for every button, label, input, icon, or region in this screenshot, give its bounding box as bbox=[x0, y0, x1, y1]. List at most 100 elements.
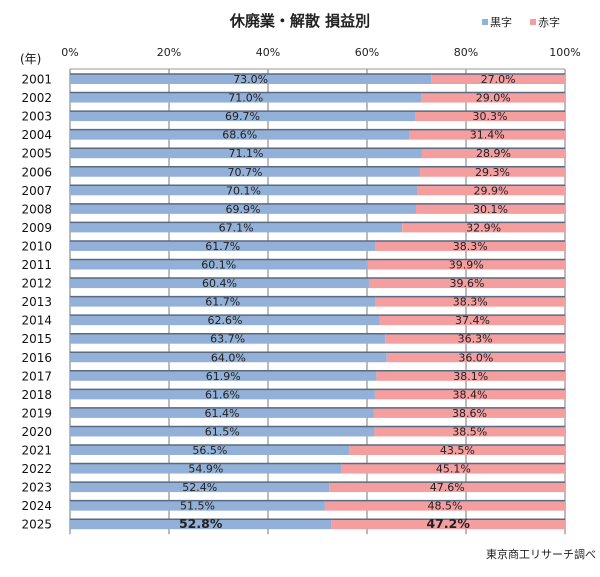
bar-segment-profit bbox=[70, 166, 420, 177]
data-label: 43.5% bbox=[440, 444, 475, 457]
data-label: 60.1% bbox=[201, 259, 236, 272]
data-label: 71.0% bbox=[228, 92, 263, 105]
bar-segment-loss bbox=[331, 519, 565, 530]
bar-segment-profit bbox=[70, 482, 330, 493]
y-tick-label: 2006 bbox=[21, 165, 52, 179]
legend-label: 赤字 bbox=[538, 15, 560, 29]
bar-segment-loss bbox=[374, 426, 565, 437]
bar-segment-profit bbox=[70, 222, 403, 233]
bar-segment-profit bbox=[70, 185, 417, 196]
data-label: 38.4% bbox=[452, 388, 487, 401]
y-tick-label: 2022 bbox=[21, 462, 52, 476]
data-label: 47.2% bbox=[426, 516, 470, 531]
data-label: 52.4% bbox=[182, 481, 217, 494]
y-tick-label: 2019 bbox=[21, 406, 52, 420]
data-label: 30.3% bbox=[473, 110, 508, 123]
bar-segment-loss bbox=[375, 240, 565, 251]
data-label: 29.0% bbox=[476, 92, 511, 105]
data-label: 36.3% bbox=[458, 333, 493, 346]
bar-segment-loss bbox=[329, 482, 565, 493]
data-label: 69.9% bbox=[226, 203, 261, 216]
y-tick-label: 2001 bbox=[21, 73, 52, 87]
y-tick-label: 2009 bbox=[21, 221, 52, 235]
bar-segment-profit bbox=[70, 296, 376, 307]
data-label: 30.1% bbox=[473, 203, 508, 216]
bar-segment-profit bbox=[70, 333, 386, 344]
data-label: 61.5% bbox=[205, 425, 240, 438]
data-label: 63.7% bbox=[210, 333, 245, 346]
data-label: 45.1% bbox=[436, 463, 471, 476]
y-tick-label: 2015 bbox=[21, 332, 52, 346]
data-label: 31.4% bbox=[470, 129, 505, 142]
chart-title: 休廃業・解散 損益別 bbox=[229, 12, 370, 30]
data-label: 69.7% bbox=[225, 110, 260, 123]
bar-segment-loss bbox=[349, 445, 565, 455]
y-tick-label: 2013 bbox=[21, 295, 52, 309]
bar-segment-profit bbox=[70, 111, 416, 122]
y-tick-label: 2011 bbox=[21, 258, 52, 272]
x-tick-label: 20% bbox=[157, 46, 181, 59]
data-label: 38.5% bbox=[452, 425, 487, 438]
bar-segment-profit bbox=[70, 500, 325, 511]
legend-swatch bbox=[482, 19, 488, 25]
data-label: 61.6% bbox=[205, 388, 240, 401]
data-label: 67.1% bbox=[219, 221, 254, 234]
bar-segment-loss bbox=[416, 203, 565, 214]
bar-segment-profit bbox=[70, 259, 368, 270]
bar-segment-profit bbox=[70, 278, 369, 289]
y-tick-label: 2008 bbox=[21, 202, 52, 216]
data-label: 52.8% bbox=[179, 516, 223, 531]
bar-segment-loss bbox=[386, 352, 565, 363]
y-tick-label: 2005 bbox=[21, 147, 52, 161]
data-label: 39.9% bbox=[449, 259, 484, 272]
bar-segment-loss bbox=[385, 333, 565, 344]
legend: 黒字 赤字 bbox=[482, 15, 560, 29]
bar-segment-loss bbox=[402, 222, 565, 233]
bar-segment-loss bbox=[368, 278, 565, 289]
y-axis-label: (年) bbox=[20, 52, 41, 66]
y-tick-label: 2024 bbox=[21, 499, 52, 513]
bar-segment-loss bbox=[374, 389, 565, 400]
legend-label: 黒字 bbox=[490, 15, 512, 29]
bar-segment-profit bbox=[70, 463, 342, 474]
data-label: 36.0% bbox=[458, 351, 493, 364]
bar-segment-profit bbox=[70, 315, 380, 326]
data-label: 62.6% bbox=[207, 314, 242, 327]
y-tick-label: 2025 bbox=[21, 518, 52, 532]
data-label: 38.3% bbox=[453, 240, 488, 253]
bar-segment-loss bbox=[421, 148, 565, 159]
y-tick-label: 2018 bbox=[21, 388, 52, 402]
x-tick-label: 40% bbox=[256, 46, 280, 59]
bar-segment-profit bbox=[70, 92, 422, 103]
bar-segment-loss bbox=[341, 463, 565, 474]
y-tick-label: 2003 bbox=[21, 110, 52, 124]
data-label: 71.1% bbox=[228, 147, 263, 160]
bar-segment-loss bbox=[367, 259, 565, 270]
x-tick-label: 60% bbox=[355, 46, 379, 59]
bar-segment-loss bbox=[379, 315, 565, 326]
data-label: 61.7% bbox=[205, 296, 240, 309]
y-tick-label: 2016 bbox=[21, 351, 52, 365]
y-tick-label: 2023 bbox=[21, 481, 52, 495]
bar-segment-loss bbox=[373, 407, 565, 418]
data-label: 38.1% bbox=[453, 370, 488, 383]
bar-segment-profit bbox=[70, 426, 375, 437]
data-label: 68.6% bbox=[222, 129, 257, 142]
data-label: 39.6% bbox=[450, 277, 485, 290]
bar-segment-loss bbox=[376, 370, 565, 381]
x-tick-label: 80% bbox=[454, 46, 478, 59]
bar-segment-loss bbox=[431, 74, 565, 84]
bar-segment-profit bbox=[70, 203, 417, 214]
data-label: 47.6% bbox=[430, 481, 465, 494]
bar-segment-profit bbox=[70, 74, 432, 84]
data-label: 70.7% bbox=[228, 166, 263, 179]
bar-segment-profit bbox=[70, 370, 377, 381]
data-label: 29.9% bbox=[474, 184, 509, 197]
data-label: 61.7% bbox=[205, 240, 240, 253]
y-tick-label: 2004 bbox=[21, 128, 52, 142]
bar-segment-profit bbox=[70, 148, 422, 159]
bar-segment-profit bbox=[70, 407, 374, 418]
legend-swatch bbox=[530, 19, 536, 25]
bar-segment-loss bbox=[415, 111, 565, 122]
